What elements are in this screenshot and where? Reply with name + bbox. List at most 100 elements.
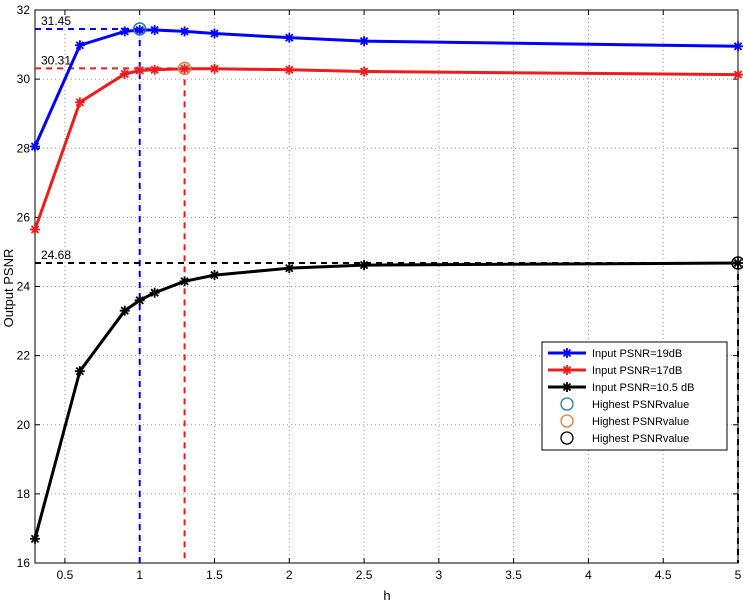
legend-label: Highest PSNRvalue — [592, 433, 689, 445]
x-axis-label: h — [383, 588, 390, 603]
legend-item: Input PSNR=19dB — [548, 348, 682, 360]
highlight-marker — [132, 22, 147, 36]
marker-stroke — [359, 67, 369, 76]
y-tick-label: 22 — [17, 349, 31, 363]
legend-marker — [562, 365, 572, 375]
series-layer — [30, 25, 743, 544]
marker-stroke — [285, 33, 294, 42]
data-point — [74, 40, 85, 51]
marker-stroke — [150, 65, 159, 74]
data-point — [359, 260, 370, 271]
highlight-value-label: 30.31 — [41, 53, 71, 67]
legend: Input PSNR=19dB Input PSNR=17dB Input PSNR… — [541, 341, 728, 451]
marker-stroke — [75, 367, 85, 376]
legend-label: Highest PSNRvalue — [592, 416, 689, 428]
data-point — [119, 305, 130, 316]
marker-stroke — [210, 29, 219, 38]
data-point — [359, 36, 370, 47]
marker-stroke — [75, 41, 85, 50]
marker-stroke — [135, 296, 144, 305]
legend-item: Highest PSNRvalue — [560, 397, 689, 411]
y-tick-label: 20 — [17, 418, 31, 432]
marker-stroke — [30, 534, 40, 543]
legend-item: Highest PSNRvalue — [560, 414, 689, 428]
series-2 — [30, 63, 743, 235]
y-axis-label: Output PSNR — [1, 249, 16, 328]
marker-stroke — [135, 25, 144, 35]
y-tick-label: 24 — [17, 280, 31, 294]
data-point — [179, 276, 190, 287]
marker-stroke — [285, 264, 294, 273]
legend-marker — [562, 348, 572, 358]
x-tick-label: 1 — [136, 568, 143, 582]
marker-stroke — [120, 69, 129, 79]
legend-item: Input PSNR=10.5 dB — [548, 382, 694, 394]
highlight-marker — [177, 61, 192, 76]
data-point — [733, 257, 743, 268]
marker-stroke — [562, 382, 572, 392]
marker-stroke — [120, 306, 129, 315]
marker-stroke — [150, 25, 159, 35]
series-3 — [30, 257, 743, 544]
marker-stroke — [30, 225, 40, 234]
data-point — [209, 270, 220, 281]
marker-stroke — [562, 365, 572, 375]
data-point — [119, 68, 130, 79]
marker-stroke — [75, 98, 85, 107]
x-tick-label: 5 — [735, 568, 742, 582]
marker-stroke — [180, 27, 189, 36]
x-tick-label: 2.5 — [356, 568, 373, 582]
data-point — [74, 366, 85, 377]
marker-stroke — [30, 142, 40, 151]
marker-stroke — [562, 348, 572, 358]
x-tick-label: 0.5 — [57, 568, 74, 582]
legend-item: Highest PSNRvalue — [560, 431, 689, 445]
data-point — [733, 69, 743, 80]
data-point — [30, 533, 40, 544]
data-point — [149, 64, 160, 75]
data-point — [30, 224, 40, 235]
x-tick-label: 1.5 — [206, 568, 223, 582]
y-tick-label: 16 — [17, 556, 31, 570]
data-point — [209, 63, 220, 74]
highlight-value-label: 31.45 — [41, 14, 71, 28]
data-point — [30, 141, 40, 152]
data-point — [134, 65, 145, 76]
series-1 — [30, 25, 743, 152]
data-point — [149, 25, 160, 36]
y-tick-label: 32 — [17, 3, 31, 17]
y-tick-label: 28 — [17, 141, 31, 155]
marker-stroke — [210, 64, 219, 73]
plot-area — [35, 10, 738, 563]
data-point — [284, 32, 295, 43]
marker-stroke — [733, 42, 743, 51]
x-tick-label: 3 — [436, 568, 443, 582]
marker-stroke — [359, 36, 369, 46]
marker-stroke — [180, 64, 189, 73]
data-point — [733, 41, 743, 52]
data-point — [284, 263, 295, 274]
legend-label: Input PSNR=17dB — [592, 365, 682, 377]
highlight-markers: 31.45 30.31 24.68 — [41, 14, 743, 270]
data-point — [284, 64, 295, 75]
marker-stroke — [210, 270, 219, 280]
legend-label: Highest PSNRvalue — [592, 399, 689, 411]
y-tick-label: 18 — [17, 487, 31, 501]
highlight-marker — [731, 256, 743, 270]
marker-stroke — [120, 27, 129, 36]
data-point — [134, 295, 145, 306]
marker-stroke — [733, 258, 743, 268]
data-point — [149, 287, 160, 298]
data-point — [209, 28, 220, 39]
data-point — [74, 97, 85, 108]
data-point — [179, 26, 190, 37]
marker-stroke — [359, 260, 369, 270]
legend-box — [541, 341, 728, 451]
marker-stroke — [150, 288, 159, 297]
data-point — [134, 25, 145, 36]
legend-label: Input PSNR=19dB — [592, 348, 682, 360]
y-tick-label: 26 — [17, 210, 31, 224]
data-point — [119, 26, 130, 37]
marker-stroke — [135, 66, 144, 75]
legend-marker — [562, 382, 572, 392]
